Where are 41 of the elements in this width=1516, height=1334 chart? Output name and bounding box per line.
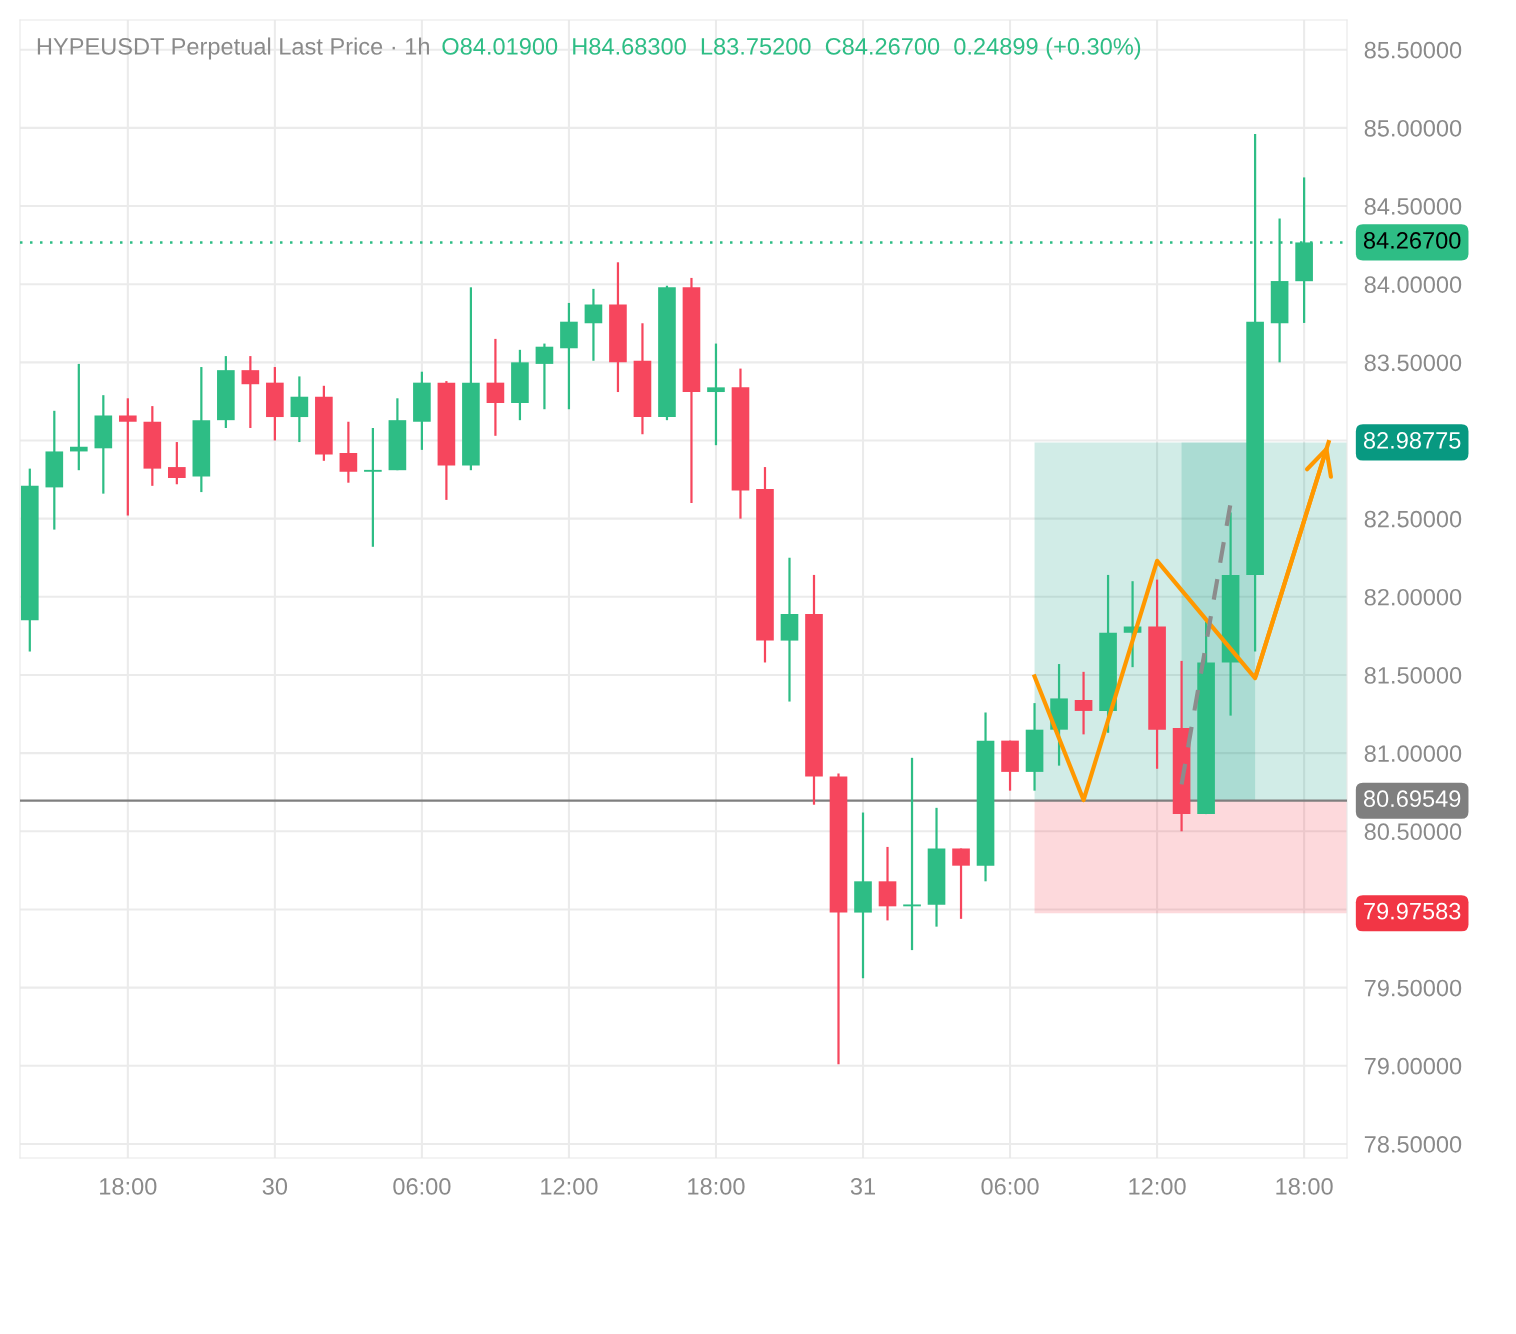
candlestick bbox=[241, 354, 260, 430]
y-tick-label: 84.00000 bbox=[1364, 276, 1462, 293]
candlestick bbox=[486, 337, 505, 437]
y-tick-label: 78.50000 bbox=[1364, 1136, 1462, 1153]
x-tick-label: 06:00 bbox=[393, 1178, 451, 1195]
x-tick-label: 06:00 bbox=[981, 1178, 1039, 1195]
y-tick-label: 85.00000 bbox=[1364, 119, 1462, 137]
x-tick-label: 18:00 bbox=[100, 1178, 157, 1195]
candlestick bbox=[1074, 670, 1093, 736]
y-tick-label: 84.50000 bbox=[1364, 198, 1462, 215]
y-tick-label: 81.00000 bbox=[1364, 745, 1462, 762]
x-tick-label: 31 bbox=[850, 1178, 875, 1195]
y-tick-label: 80.50000 bbox=[1364, 823, 1462, 841]
band-label: 82.98775 bbox=[1363, 432, 1461, 449]
x-tick-label: 30 bbox=[262, 1178, 288, 1195]
x-tick-label: 18:00 bbox=[688, 1178, 745, 1195]
ref-line-label: 80.69549 bbox=[1363, 790, 1461, 808]
ref-line-label: 84.26700 bbox=[1363, 232, 1461, 249]
candlestick bbox=[707, 342, 725, 447]
candlestick bbox=[290, 375, 309, 444]
y-tick-label: 82.00000 bbox=[1364, 588, 1462, 606]
x-tick-label: 12:00 bbox=[1129, 1178, 1186, 1195]
x-tick-label: 18:00 bbox=[1276, 1178, 1333, 1195]
x-tick-label: 12:00 bbox=[541, 1178, 598, 1195]
candlestick bbox=[168, 440, 186, 486]
candlestick bbox=[952, 847, 970, 920]
y-tick-label: 79.00000 bbox=[1364, 1057, 1462, 1075]
y-tick-label: 79.50000 bbox=[1364, 979, 1462, 997]
candlestick bbox=[119, 397, 137, 517]
candlestick bbox=[364, 426, 382, 548]
band-label: 79.97583 bbox=[1364, 902, 1461, 920]
text: HYPEUSDT Perpetual Last Price · 1h bbox=[37, 37, 429, 60]
y-tick-label: 81.50000 bbox=[1364, 667, 1462, 684]
y-tick-label: 85.50000 bbox=[1364, 41, 1462, 59]
candlestick bbox=[584, 287, 603, 362]
text: O84.01900 H84.68300 L83.75200 C84.26700 0.24899 (+0.30%) bbox=[442, 37, 1141, 60]
y-tick-label: 82.50000 bbox=[1364, 510, 1462, 528]
candlestick bbox=[535, 342, 554, 411]
candlestick bbox=[339, 420, 358, 484]
y-tick-label: 83.50000 bbox=[1364, 354, 1462, 372]
candlestick bbox=[903, 756, 921, 952]
